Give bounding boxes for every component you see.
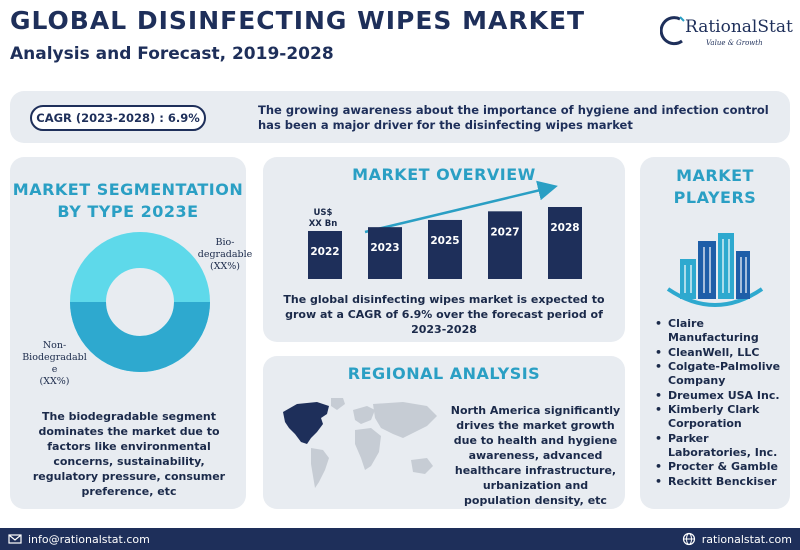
market-overview-panel: MARKET OVERVIEW US$ XX Bn 2022 2023 2025 20… xyxy=(263,157,625,342)
bar-2023 xyxy=(368,227,402,279)
logo-name: RationalStat xyxy=(685,17,793,37)
list-item: Colgate-Palmolive Company xyxy=(650,360,788,388)
map-australia xyxy=(411,458,433,474)
label-nonbio-line1: Non- xyxy=(42,340,67,351)
market-overview-title: MARKET OVERVIEW xyxy=(352,165,536,184)
bar-label-2027: 2027 xyxy=(490,226,519,238)
market-players-panel: MARKET PLAYERS Claire Manufacturing Clea… xyxy=(640,157,790,509)
market-players-title: MARKET PLAYERS xyxy=(640,165,790,209)
cagr-badge: CAGR (2023-2028) : 6.9% xyxy=(30,105,206,131)
market-players-title-line1: MARKET xyxy=(676,166,754,185)
bar-2028 xyxy=(548,207,582,279)
map-africa xyxy=(355,428,381,470)
segmentation-title: MARKET SEGMENTATION BY TYPE 2023E xyxy=(10,179,246,223)
list-item: CleanWell, LLC xyxy=(650,346,788,360)
footer-email[interactable]: info@rationalstat.com xyxy=(8,532,150,546)
buildings-icon xyxy=(666,233,764,307)
world-map-icon xyxy=(283,398,437,488)
segmentation-panel: MARKET SEGMENTATION BY TYPE 2023E Bio- d… xyxy=(10,157,252,509)
bar-label-2022: 2022 xyxy=(310,246,339,258)
regional-analysis-description: North America significantly drives the m… xyxy=(450,404,621,507)
segmentation-description: The biodegradable segment dominates the … xyxy=(32,410,226,498)
logo-mark-icon xyxy=(660,16,685,46)
segmentation-title-line1: MARKET SEGMENTATION xyxy=(12,180,244,199)
segmentation-title-line2: BY TYPE 2023E xyxy=(57,202,199,221)
list-item: Dreumex USA Inc. xyxy=(650,389,788,403)
map-north-america xyxy=(283,402,329,444)
page-subtitle: Analysis and Forecast, 2019-2028 xyxy=(10,44,334,64)
list-item: Kimberly Clark Corporation xyxy=(650,403,788,431)
donut-slice-non-biodegradable xyxy=(70,301,210,372)
footer-email-text: info@rationalstat.com xyxy=(28,532,150,546)
unit-label-line2: XX Bn xyxy=(309,219,338,229)
regional-analysis-title: REGIONAL ANALYSIS xyxy=(347,364,541,383)
footer-website[interactable]: rationalstat.com xyxy=(682,532,792,546)
market-size-bar-chart: US$ XX Bn 2022 2023 2025 2027 2028 xyxy=(308,180,582,279)
bar-label-2028: 2028 xyxy=(550,222,579,234)
list-item: Reckitt Benckiser xyxy=(650,475,788,489)
label-non-biodegradable: Non- Biodegradabl e (XX%) xyxy=(22,340,87,388)
label-biodegradable: Bio- degradable (XX%) xyxy=(195,237,255,273)
segmentation-donut-chart xyxy=(70,232,210,372)
page-title: GLOBAL DISINFECTING WIPES MARKET xyxy=(10,6,586,35)
map-greenland xyxy=(331,398,345,410)
globe-icon xyxy=(682,532,695,546)
footer-website-text: rationalstat.com xyxy=(701,532,792,546)
label-nonbio-line4: (XX%) xyxy=(39,376,70,387)
logo-tagline: Value & Growth xyxy=(706,39,763,47)
cagr-description: The growing awareness about the importan… xyxy=(258,103,769,132)
list-item: Parker Laboratories, Inc. xyxy=(650,432,788,460)
bar-2025 xyxy=(428,219,462,279)
map-south-america xyxy=(311,448,329,488)
bar-label-2023: 2023 xyxy=(370,242,399,254)
label-nonbio-line3: e xyxy=(51,364,58,375)
market-players-title-line2: PLAYERS xyxy=(673,188,757,207)
bar-2027 xyxy=(488,211,522,279)
bar-2022 xyxy=(308,231,342,279)
rationalstat-logo[interactable]: RationalStat Value & Growth xyxy=(660,15,795,53)
label-bio-line1: Bio- xyxy=(215,237,235,248)
map-europe xyxy=(353,406,375,424)
list-item: Procter & Gamble xyxy=(650,460,788,474)
label-nonbio-line2: Biodegradabl xyxy=(22,352,87,363)
market-players-list: Claire Manufacturing CleanWell, LLC Colg… xyxy=(650,317,788,489)
label-bio-line2: degradable xyxy=(197,249,253,260)
growth-arrow xyxy=(364,180,558,234)
unit-label-line1: US$ xyxy=(314,208,333,218)
market-overview-description: The global disinfecting wipes market is … xyxy=(283,293,605,336)
envelope-icon xyxy=(8,534,22,544)
regional-analysis-panel: REGIONAL ANALYSIS North America signific… xyxy=(263,356,625,509)
cagr-banner: CAGR (2023-2028) : 6.9% The growing awar… xyxy=(10,91,790,143)
footer-bar: info@rationalstat.com rationalstat.com xyxy=(0,528,800,550)
list-item: Claire Manufacturing xyxy=(650,317,788,345)
bar-label-2025: 2025 xyxy=(430,235,459,247)
map-asia xyxy=(373,402,437,438)
label-bio-line3: (XX%) xyxy=(210,261,240,272)
